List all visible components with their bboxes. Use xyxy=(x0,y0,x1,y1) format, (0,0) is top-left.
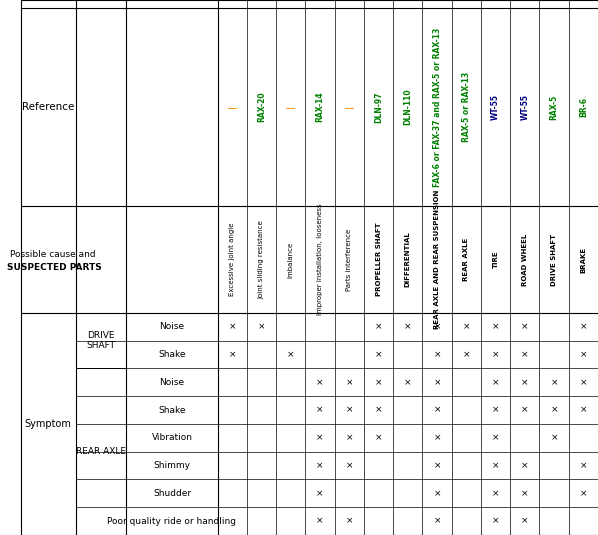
Text: REAR AXLE: REAR AXLE xyxy=(463,238,469,281)
Text: ×: × xyxy=(375,406,382,415)
Text: ×: × xyxy=(346,461,353,470)
Text: ×: × xyxy=(404,323,411,331)
Text: ×: × xyxy=(579,350,587,359)
Text: Noise: Noise xyxy=(160,378,185,387)
Text: ×: × xyxy=(434,378,441,387)
Text: ×: × xyxy=(579,378,587,387)
Text: Parts interference: Parts interference xyxy=(346,228,352,291)
Text: ×: × xyxy=(346,378,353,387)
Text: ×: × xyxy=(463,323,470,331)
Text: REAR AXLE AND REAR SUSPENSION: REAR AXLE AND REAR SUSPENSION xyxy=(434,190,440,329)
Text: ×: × xyxy=(434,406,441,415)
Text: ×: × xyxy=(579,406,587,415)
Text: ×: × xyxy=(521,350,529,359)
Text: DLN-110: DLN-110 xyxy=(403,89,412,125)
Text: BR-6: BR-6 xyxy=(579,97,588,117)
Text: Shudder: Shudder xyxy=(153,489,191,498)
Text: ×: × xyxy=(521,517,529,525)
Text: Shimmy: Shimmy xyxy=(154,461,191,470)
Text: TIRE: TIRE xyxy=(493,251,499,268)
Text: ×: × xyxy=(316,461,324,470)
Text: ×: × xyxy=(550,378,558,387)
Text: Symptom: Symptom xyxy=(25,419,72,429)
Text: ×: × xyxy=(258,323,266,331)
Text: ×: × xyxy=(521,378,529,387)
Text: ×: × xyxy=(492,433,499,442)
Text: ×: × xyxy=(492,378,499,387)
Text: ×: × xyxy=(316,433,324,442)
Text: ×: × xyxy=(492,406,499,415)
Text: ×: × xyxy=(550,406,558,415)
Text: ×: × xyxy=(375,433,382,442)
Text: RAX-5 or RAX-13: RAX-5 or RAX-13 xyxy=(462,72,471,142)
Text: ×: × xyxy=(550,433,558,442)
Text: |: | xyxy=(286,105,295,109)
Text: PROPELLER SHAFT: PROPELLER SHAFT xyxy=(376,223,382,296)
Text: SUSPECTED PARTS: SUSPECTED PARTS xyxy=(7,263,101,272)
Text: ×: × xyxy=(228,350,236,359)
Text: ×: × xyxy=(434,350,441,359)
Text: FAX-6 or FAX-37 and RAX-5 or RAX-13: FAX-6 or FAX-37 and RAX-5 or RAX-13 xyxy=(432,27,441,187)
Text: ×: × xyxy=(579,461,587,470)
Text: WT-55: WT-55 xyxy=(520,94,529,120)
Text: ×: × xyxy=(492,350,499,359)
Text: ×: × xyxy=(375,323,382,331)
Text: ×: × xyxy=(316,489,324,498)
Text: DLN-97: DLN-97 xyxy=(374,91,383,123)
Text: ×: × xyxy=(375,378,382,387)
Text: ×: × xyxy=(521,323,529,331)
Text: ×: × xyxy=(346,406,353,415)
Text: Possible cause and: Possible cause and xyxy=(10,250,98,258)
Text: ×: × xyxy=(375,350,382,359)
Text: ×: × xyxy=(579,323,587,331)
Text: WT-55: WT-55 xyxy=(491,94,500,120)
Text: ×: × xyxy=(492,489,499,498)
Text: RAX-14: RAX-14 xyxy=(316,91,325,123)
Text: ×: × xyxy=(521,461,529,470)
Text: RAX-5: RAX-5 xyxy=(550,94,559,120)
Text: ×: × xyxy=(346,433,353,442)
Text: ×: × xyxy=(492,461,499,470)
Text: RAX-20: RAX-20 xyxy=(257,91,266,123)
Text: ×: × xyxy=(346,517,353,525)
Text: ×: × xyxy=(521,489,529,498)
Text: ×: × xyxy=(316,378,324,387)
Text: BRAKE: BRAKE xyxy=(581,247,587,272)
Text: Noise: Noise xyxy=(160,323,185,331)
Text: |: | xyxy=(228,105,237,109)
Text: Improper installation, looseness: Improper installation, looseness xyxy=(317,204,323,315)
Text: |: | xyxy=(345,105,354,109)
Text: ×: × xyxy=(434,461,441,470)
Text: ×: × xyxy=(579,489,587,498)
Text: ×: × xyxy=(434,433,441,442)
Text: Excessive joint angle: Excessive joint angle xyxy=(229,223,235,296)
Text: ×: × xyxy=(287,350,294,359)
Text: ×: × xyxy=(434,489,441,498)
Text: Poor quality ride or handling: Poor quality ride or handling xyxy=(108,517,236,525)
Text: Shake: Shake xyxy=(158,350,186,359)
Text: ×: × xyxy=(492,323,499,331)
Text: ×: × xyxy=(404,378,411,387)
Text: DIFFERENTIAL: DIFFERENTIAL xyxy=(405,232,411,287)
Text: DRIVE
SHAFT: DRIVE SHAFT xyxy=(87,331,115,350)
Text: ×: × xyxy=(492,517,499,525)
Text: Shake: Shake xyxy=(158,406,186,415)
Text: ×: × xyxy=(521,406,529,415)
Text: ×: × xyxy=(434,517,441,525)
Text: ROAD WHEEL: ROAD WHEEL xyxy=(522,233,528,286)
Text: ×: × xyxy=(316,406,324,415)
Text: ×: × xyxy=(316,517,324,525)
Text: Imbalance: Imbalance xyxy=(288,241,294,278)
Text: Joint sliding resistance: Joint sliding resistance xyxy=(258,220,264,299)
Text: DRIVE SHAFT: DRIVE SHAFT xyxy=(551,233,557,286)
Text: ×: × xyxy=(434,323,441,331)
Text: ×: × xyxy=(463,350,470,359)
Text: REAR AXLE: REAR AXLE xyxy=(76,447,126,456)
Text: ×: × xyxy=(228,323,236,331)
Text: Reference: Reference xyxy=(22,102,74,112)
Text: Vibration: Vibration xyxy=(151,433,193,442)
